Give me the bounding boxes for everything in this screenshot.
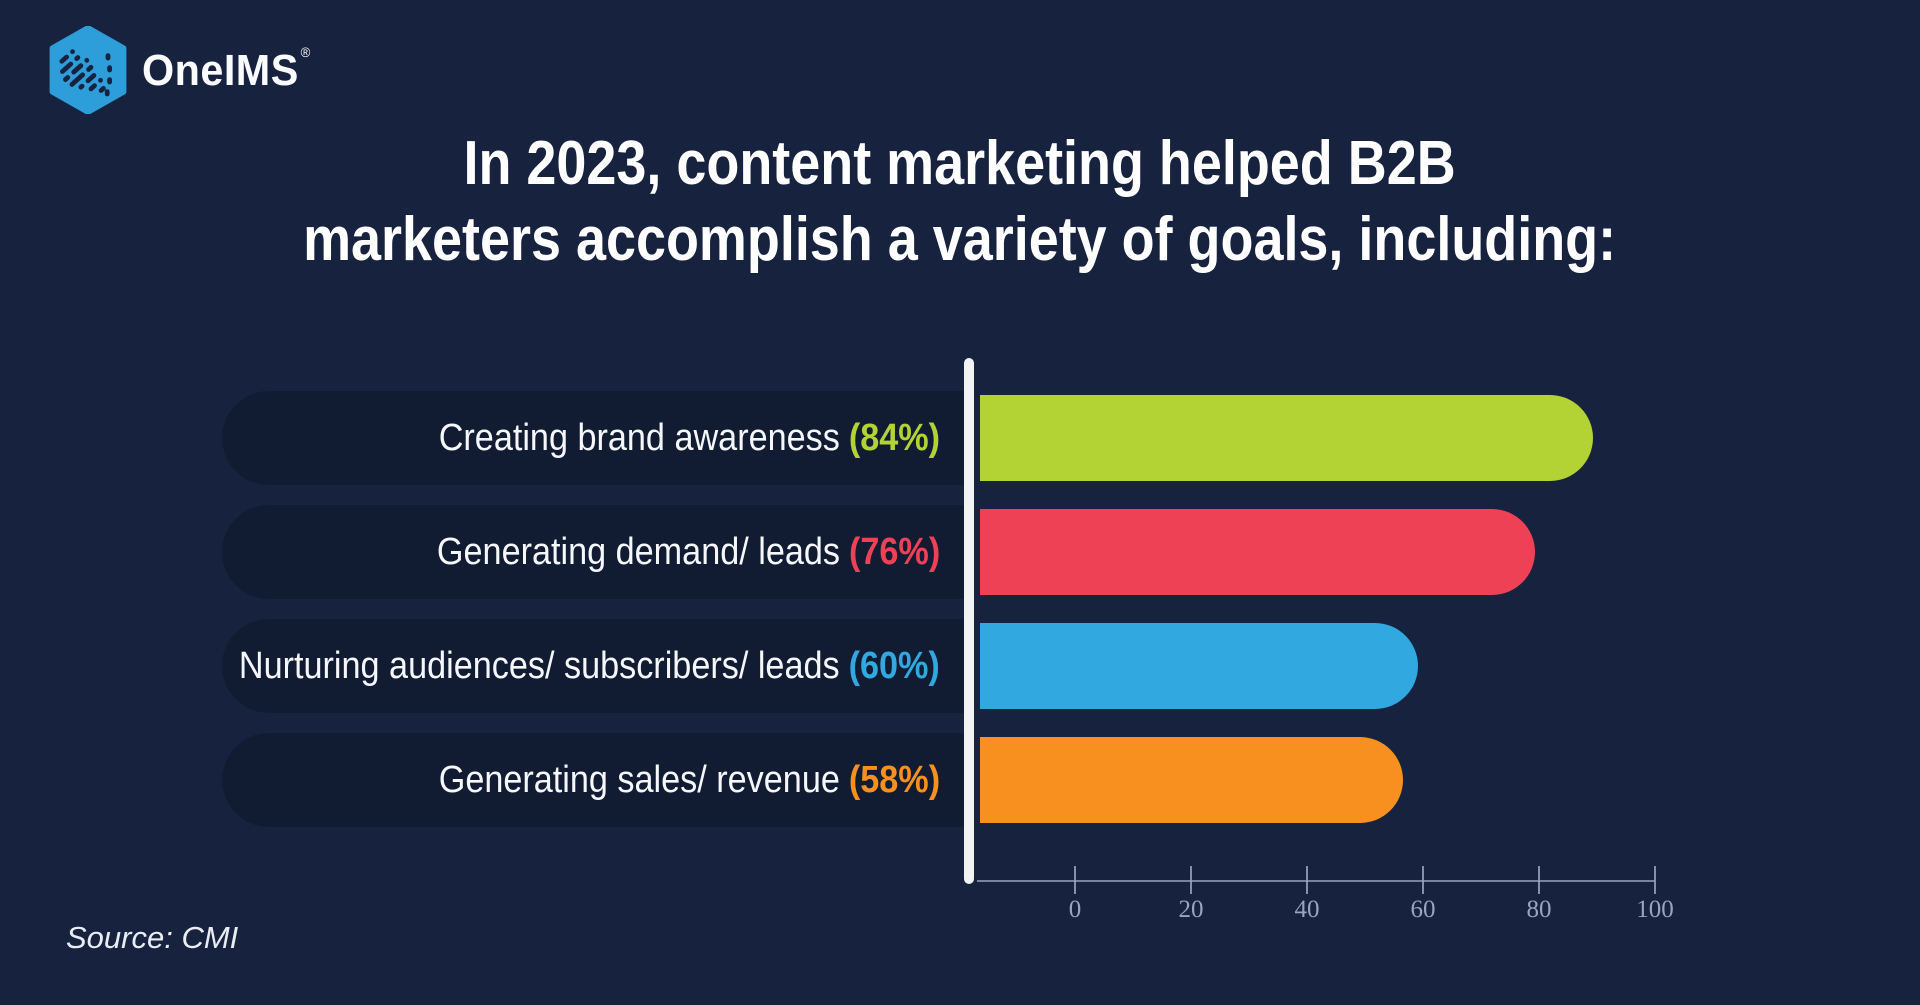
axis-tick-label: 60 xyxy=(1410,896,1436,923)
category-label-pill: Creating brand awareness (84%) xyxy=(222,391,966,485)
axis-tick-mark xyxy=(1422,866,1424,894)
chart-title: In 2023, content marketing helped B2B ma… xyxy=(0,126,1920,278)
category-label: Generating demand/ leads (76%) xyxy=(436,530,940,573)
value-label: (60%) xyxy=(848,644,940,687)
value-label: (58%) xyxy=(848,758,940,801)
chart-row: Nurturing audiences/ subscribers/ leads(… xyxy=(222,619,1920,713)
oneims-hexagon-icon xyxy=(49,26,127,114)
value-label: (84%) xyxy=(848,416,940,459)
chart-row: Generating sales/ revenue (58%) xyxy=(222,733,1920,827)
bar xyxy=(980,395,1593,481)
axis-tick-label: 40 xyxy=(1294,896,1320,923)
axis-tick-label: 100 xyxy=(1636,896,1674,923)
bar xyxy=(980,623,1418,709)
x-axis-line xyxy=(977,880,1655,882)
category-label: Nurturing audiences/ subscribers/ leads(… xyxy=(239,644,940,687)
category-label: Generating sales/ revenue (58%) xyxy=(438,758,940,801)
oneims-logo: OneIMS ® xyxy=(48,26,322,114)
axis-tick-label: 0 xyxy=(1068,896,1082,923)
axis-tick-mark xyxy=(1074,866,1076,894)
axis-tick-mark xyxy=(1654,866,1656,894)
bar xyxy=(980,509,1535,595)
category-label-pill: Generating demand/ leads (76%) xyxy=(222,505,966,599)
axis-tick-label: 20 xyxy=(1178,896,1204,923)
registered-mark: ® xyxy=(300,44,311,60)
category-label-pill: Generating sales/ revenue (58%) xyxy=(222,733,966,827)
category-label: Creating brand awareness (84%) xyxy=(438,416,940,459)
oneims-logo-text: OneIMS ® xyxy=(142,44,311,95)
chart-title-line1: In 2023, content marketing helped B2B xyxy=(463,129,1457,198)
axis-tick-mark xyxy=(1306,866,1308,894)
chart-row: Generating demand/ leads (76%) xyxy=(222,505,1920,599)
chart-title-line2: marketers accomplish a variety of goals,… xyxy=(303,205,1617,274)
axis-tick-mark xyxy=(1538,866,1540,894)
value-label: (76%) xyxy=(848,530,940,573)
x-axis: 0 20 40 60 80 100 xyxy=(977,858,1677,934)
category-label-pill: Nurturing audiences/ subscribers/ leads(… xyxy=(222,619,966,713)
chart-row: Creating brand awareness (84%) xyxy=(222,391,1920,485)
axis-tick-label: 80 xyxy=(1526,896,1552,923)
source-note: Source: CMI xyxy=(66,920,239,955)
chart-baseline xyxy=(964,358,974,884)
axis-tick-mark xyxy=(1190,866,1192,894)
bar xyxy=(980,737,1403,823)
